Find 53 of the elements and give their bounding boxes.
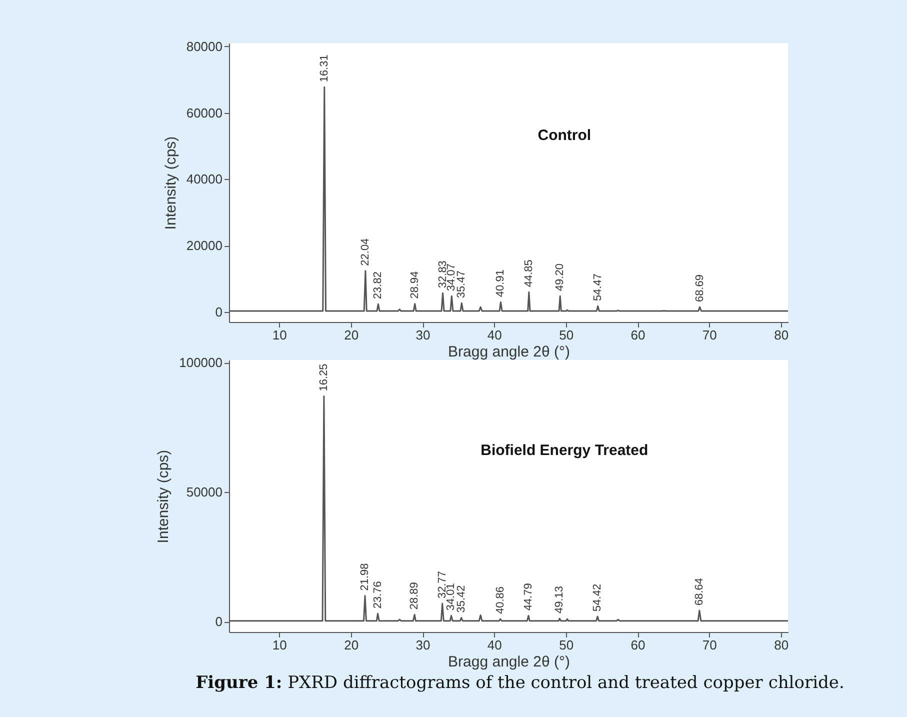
x-tick-label: 80	[774, 328, 789, 342]
x-tick-label: 50	[559, 328, 574, 342]
annotation: 34.01	[445, 583, 458, 611]
y-tick-label: 40000	[186, 172, 222, 187]
y-tick-label: 20000	[186, 238, 222, 254]
annotation: 35.42	[455, 585, 468, 613]
y-axis-title: Intensity (cps)	[155, 450, 172, 544]
text: Control	[538, 127, 592, 144]
x-tick-label: 70	[702, 638, 717, 652]
annotation: 54.47	[592, 274, 604, 302]
x-tick-label: 60	[630, 638, 646, 652]
x-axis-title: Bragg angle 2θ (°)	[448, 654, 570, 670]
annotation: 23.76	[372, 581, 384, 609]
annotation: 40.86	[494, 586, 506, 614]
x-tick-label: 70	[702, 328, 717, 342]
x-axis-title: Bragg angle 2θ (°)	[448, 344, 570, 360]
y-tick-label: 0	[215, 614, 222, 630]
x-tick-label: 10	[272, 328, 287, 342]
annotation: 68.69	[694, 274, 706, 302]
y-tick-label: 60000	[186, 105, 222, 120]
annotation: 44.79	[522, 583, 534, 611]
annotation: 23.82	[372, 272, 384, 300]
x-tick-label: 50	[559, 638, 574, 652]
annotation: 54.42	[592, 584, 604, 612]
x-tick-label: 20	[344, 638, 359, 652]
annotation: 16.25	[318, 364, 330, 392]
annotation: 34.07	[446, 264, 458, 292]
text: Biofield Energy Treated	[480, 442, 648, 459]
y-tick-label: 100000	[179, 355, 222, 370]
x-tick-label: 30	[416, 328, 430, 342]
annotation: 35.47	[456, 270, 468, 298]
annotation: 22.04	[359, 238, 372, 266]
x-tick-label: 40	[487, 638, 502, 652]
caption: Figure 1: PXRD diffractograms of the control and treated copper chloride.	[194, 673, 846, 693]
x-tick-label: 60	[630, 328, 646, 342]
y-tick-label: 80000	[186, 38, 222, 54]
annotation: 68.64	[693, 578, 706, 606]
x-tick-label: 30	[416, 638, 430, 652]
x-tick-label: 40	[487, 328, 502, 342]
y-tick-label: 0	[215, 304, 222, 320]
y-tick-label: 50000	[186, 484, 222, 500]
annotation: 28.89	[408, 582, 421, 610]
annotation: 21.98	[359, 563, 372, 591]
annotation: 40.91	[494, 270, 507, 298]
annotation: 16.31	[318, 54, 330, 82]
annotation: 44.85	[522, 260, 535, 288]
annotation: 49.20	[554, 264, 566, 292]
x-tick-label: 80	[774, 638, 789, 652]
annotation: 49.13	[554, 586, 566, 614]
y-axis-title: Intensity (cps)	[162, 136, 180, 230]
annotation: 28.94	[408, 271, 421, 299]
x-tick-label: 20	[344, 328, 359, 342]
x-tick-label: 10	[272, 638, 287, 652]
